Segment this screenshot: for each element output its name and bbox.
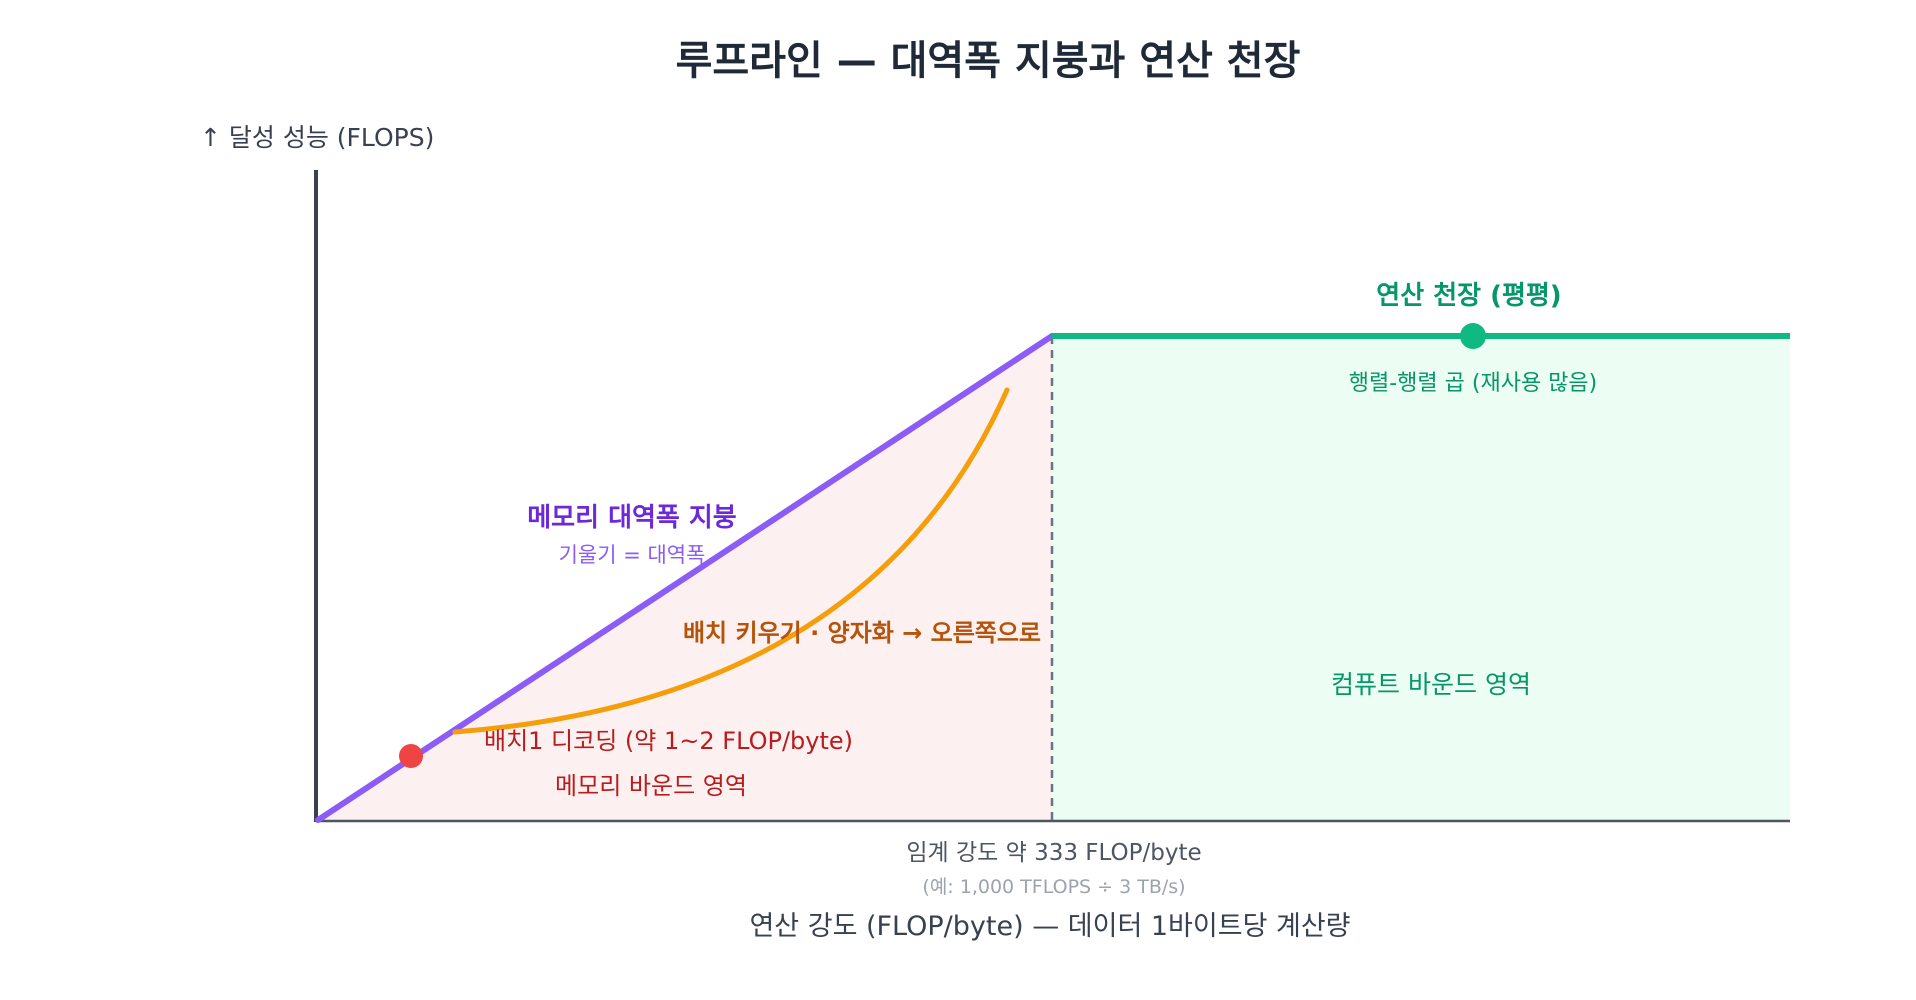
ridge-note: (예: 1,000 TFLOPS ÷ 3 TB/s)	[922, 876, 1185, 898]
matmul-point	[1460, 323, 1486, 349]
compute-ceiling-title: 연산 천장 (평평)	[1376, 281, 1561, 311]
decode-point	[399, 744, 423, 768]
compute-bound-region	[1052, 336, 1790, 820]
optimization-curve	[452, 387, 1010, 735]
memory-roof-title: 메모리 대역폭 지붕	[527, 503, 736, 533]
matmul-label: 행렬-행렬 곱 (재사용 많음)	[1349, 371, 1598, 396]
compute-bound-label: 컴퓨트 바운드 영역	[1331, 670, 1531, 699]
x-axis-label: 연산 강도 (FLOP/byte) — 데이터 1바이트당 계산량	[749, 911, 1350, 942]
memory-roof-line	[315, 333, 1055, 823]
y-axis-label: ↑ 달성 성능 (FLOPS)	[200, 123, 434, 152]
memory-bound-label: 메모리 바운드 영역	[555, 772, 747, 800]
memory-roof-subtitle: 기울기 = 대역폭	[559, 543, 706, 567]
page-title: 루프라인 — 대역폭 지붕과 연산 천장	[676, 38, 1301, 84]
decode-label: 배치1 디코딩 (약 1~2 FLOP/byte)	[484, 727, 853, 755]
arrow-label: 배치 키우기 · 양자화 → 오른쪽으로	[683, 619, 1041, 647]
ridge-label: 임계 강도 약 333 FLOP/byte	[906, 840, 1201, 866]
